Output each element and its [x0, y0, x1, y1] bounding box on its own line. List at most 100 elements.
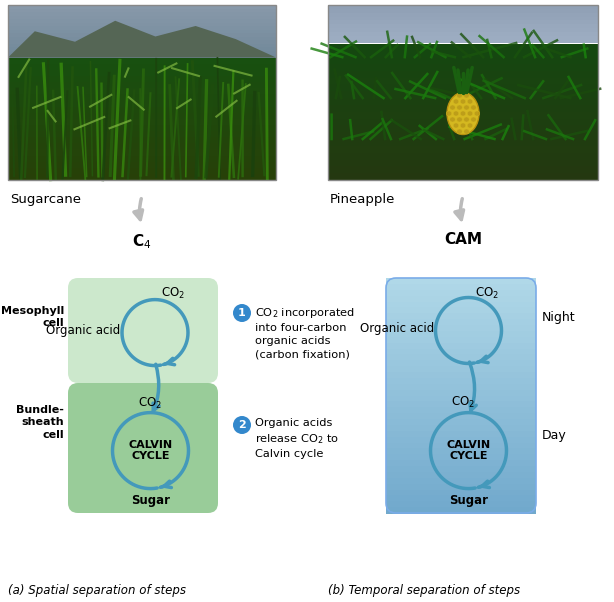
Bar	[8, 149, 276, 155]
Bar	[8, 113, 276, 119]
Bar	[8, 37, 276, 40]
Bar	[8, 76, 276, 82]
Bar	[386, 448, 536, 455]
Text: CALVIN
CYCLE: CALVIN CYCLE	[446, 440, 491, 461]
Bar	[386, 442, 536, 449]
Bar	[8, 51, 276, 54]
Bar	[328, 5, 598, 180]
Bar	[386, 396, 536, 402]
Bar	[8, 137, 276, 143]
Bar	[8, 47, 276, 51]
Text: CO$_2$: CO$_2$	[475, 286, 499, 301]
Bar	[328, 139, 598, 146]
Text: Day: Day	[542, 429, 567, 441]
Bar	[328, 9, 598, 13]
Bar	[8, 8, 276, 12]
Bar	[386, 478, 536, 484]
Bar	[8, 88, 276, 95]
Bar	[386, 284, 536, 290]
Bar	[328, 92, 598, 98]
Bar	[8, 19, 276, 22]
Bar	[8, 70, 276, 76]
Bar	[8, 107, 276, 113]
Bar	[8, 174, 276, 180]
Bar	[386, 313, 536, 320]
Ellipse shape	[474, 111, 480, 116]
Bar	[328, 36, 598, 40]
Bar	[386, 436, 536, 443]
Text: 1: 1	[238, 308, 246, 318]
Bar	[386, 308, 536, 314]
Bar	[8, 95, 276, 101]
Text: Bundle-
sheath
cell: Bundle- sheath cell	[16, 405, 64, 440]
Ellipse shape	[464, 105, 469, 110]
Bar	[328, 24, 598, 28]
Bar	[386, 378, 536, 384]
Bar	[386, 489, 536, 496]
Circle shape	[233, 304, 251, 322]
Bar	[386, 425, 536, 431]
Bar	[328, 64, 598, 71]
Ellipse shape	[453, 111, 459, 116]
Bar	[386, 402, 536, 408]
Ellipse shape	[471, 117, 476, 122]
Bar	[386, 407, 536, 414]
Text: Organic acids
release CO$_2$ to
Calvin cycle: Organic acids release CO$_2$ to Calvin c…	[255, 418, 339, 459]
Ellipse shape	[464, 117, 469, 122]
Bar	[328, 125, 598, 132]
Bar	[386, 360, 536, 367]
Bar	[328, 13, 598, 16]
Text: Pineapple: Pineapple	[330, 193, 395, 206]
Bar	[386, 325, 536, 331]
Ellipse shape	[457, 93, 462, 98]
Circle shape	[233, 416, 251, 434]
Bar	[386, 355, 536, 361]
Bar	[328, 5, 598, 9]
Bar	[8, 64, 276, 70]
Bar	[328, 146, 598, 153]
Ellipse shape	[460, 111, 466, 116]
Text: Sugar: Sugar	[131, 494, 170, 507]
Bar	[8, 58, 276, 64]
Bar	[328, 160, 598, 166]
Ellipse shape	[446, 111, 452, 116]
Bar	[386, 413, 536, 420]
Bar	[8, 40, 276, 43]
Bar	[8, 16, 276, 19]
Text: CO$_2$ incorporated
into four-carbon
organic acids
(carbon fixation): CO$_2$ incorporated into four-carbon org…	[255, 306, 355, 359]
Bar	[386, 349, 536, 355]
Bar	[8, 26, 276, 29]
Bar	[8, 168, 276, 174]
Bar	[386, 290, 536, 296]
Bar	[386, 472, 536, 478]
Text: Organic acid: Organic acid	[360, 322, 435, 335]
Bar	[8, 43, 276, 47]
Bar	[328, 112, 598, 119]
Ellipse shape	[464, 93, 469, 98]
Ellipse shape	[460, 99, 466, 104]
Bar	[386, 278, 536, 284]
Bar	[328, 43, 598, 51]
Bar	[386, 389, 536, 396]
Bar	[328, 28, 598, 32]
Ellipse shape	[457, 105, 462, 110]
Bar	[8, 125, 276, 131]
Bar	[386, 331, 536, 337]
Bar	[8, 119, 276, 125]
Bar	[386, 419, 536, 426]
Ellipse shape	[453, 99, 459, 104]
Bar	[328, 32, 598, 36]
Text: CO$_2$: CO$_2$	[451, 395, 475, 410]
Bar	[8, 101, 276, 107]
Text: Sugarcane: Sugarcane	[10, 193, 81, 206]
Text: Mesophyll
cell: Mesophyll cell	[1, 306, 64, 329]
Bar	[386, 383, 536, 390]
Text: C$_4$: C$_4$	[132, 232, 152, 250]
Ellipse shape	[471, 105, 476, 110]
Polygon shape	[8, 20, 276, 58]
Ellipse shape	[467, 123, 473, 128]
Text: CAM: CAM	[444, 232, 482, 247]
Ellipse shape	[464, 129, 469, 134]
Ellipse shape	[467, 99, 473, 104]
Ellipse shape	[447, 93, 479, 134]
